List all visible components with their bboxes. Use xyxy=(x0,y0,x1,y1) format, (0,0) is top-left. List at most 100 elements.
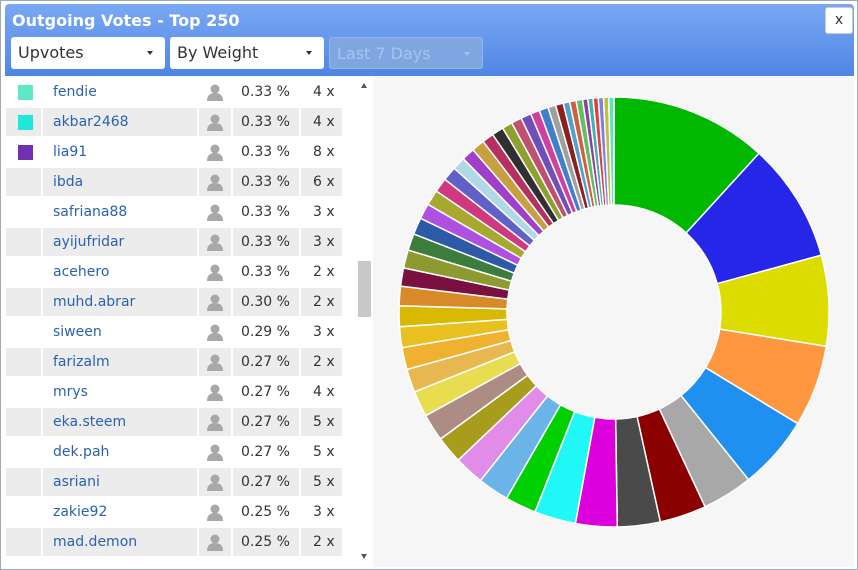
swatch-cell xyxy=(6,288,41,316)
user-icon-body xyxy=(207,183,223,191)
user-icon-cell xyxy=(199,438,231,466)
voter-row[interactable]: eka.steem 0.27 % 5 x xyxy=(6,407,342,437)
voter-list: fendie 0.33 % 4 x akbar2468 0.33 % 4 x lia91 0.… xyxy=(6,77,356,567)
vote-count: 5 x xyxy=(301,468,342,496)
voter-row[interactable]: ibda 0.33 % 6 x xyxy=(6,167,342,197)
vote-percent: 0.27 % xyxy=(241,384,290,400)
voter-name: acehero xyxy=(53,264,110,280)
voter-row[interactable]: ayijufridar 0.33 % 3 x xyxy=(6,227,342,257)
user-icon xyxy=(207,294,223,311)
user-icon xyxy=(207,204,223,221)
vote-count: 5 x xyxy=(301,408,342,436)
voter-row[interactable]: dek.pah 0.27 % 5 x xyxy=(6,437,342,467)
user-icon xyxy=(207,444,223,461)
user-icon-head xyxy=(210,234,220,244)
voter-row[interactable]: zakie92 0.25 % 3 x xyxy=(6,497,342,527)
vote-count: 2 x xyxy=(301,348,342,376)
color-swatch xyxy=(18,145,33,160)
user-icon-body xyxy=(207,303,223,311)
user-icon xyxy=(207,144,223,161)
user-icon-head xyxy=(210,414,220,424)
vote-count: 6 x xyxy=(301,168,342,196)
close-button[interactable]: x xyxy=(825,7,853,34)
voter-name: asriani xyxy=(43,468,197,496)
user-icon-head xyxy=(210,264,220,274)
voter-name: farizalm xyxy=(43,348,197,376)
voter-row[interactable]: akbar2468 0.33 % 4 x xyxy=(6,107,342,137)
user-icon xyxy=(207,354,223,371)
user-icon-body xyxy=(207,483,223,491)
user-icon-head xyxy=(210,444,220,454)
user-icon xyxy=(207,234,223,251)
user-icon-cell xyxy=(199,528,231,556)
color-swatch xyxy=(18,85,33,100)
vote-percent: 0.33 % xyxy=(241,264,290,280)
user-icon-head xyxy=(210,324,220,334)
user-icon xyxy=(207,324,223,341)
voter-name: siween xyxy=(53,324,102,340)
vote-count: 3 x xyxy=(301,228,342,256)
user-icon-body xyxy=(207,153,223,161)
vote-percent: 0.27 % xyxy=(233,408,299,436)
swatch-cell xyxy=(6,438,41,466)
scroll-thumb[interactable] xyxy=(358,261,371,317)
voter-name: eka.steem xyxy=(43,408,197,436)
vote-count: 4 x xyxy=(313,384,335,400)
voter-name: dek.pah xyxy=(53,444,110,460)
vote-type-select[interactable]: Upvotes xyxy=(11,37,165,69)
voter-row[interactable]: fendie 0.33 % 4 x xyxy=(6,77,342,107)
header: Outgoing Votes - Top 250 x Upvotes By We… xyxy=(5,4,854,76)
scroll-arrows xyxy=(361,83,367,559)
color-swatch xyxy=(18,115,33,130)
vote-count: 3 x xyxy=(313,204,335,220)
vote-percent: 0.33 % xyxy=(233,228,299,256)
vote-count: 4 x xyxy=(301,108,342,136)
swatch-cell xyxy=(6,318,41,346)
scrollbar[interactable] xyxy=(356,77,372,567)
sort-select[interactable]: By Weight xyxy=(170,37,324,69)
vote-percent: 0.33 % xyxy=(233,168,299,196)
swatch-cell xyxy=(6,348,41,376)
swatch-cell xyxy=(6,198,41,226)
user-icon-cell xyxy=(199,498,231,526)
voter-row[interactable]: mad.demon 0.25 % 2 x xyxy=(6,527,342,557)
user-icon-head xyxy=(210,144,220,154)
swatch-cell xyxy=(6,228,41,256)
user-icon-cell xyxy=(199,468,231,496)
user-icon-cell xyxy=(199,198,231,226)
voter-row[interactable]: asriani 0.27 % 5 x xyxy=(6,467,342,497)
voter-row[interactable]: acehero 0.33 % 2 x xyxy=(6,257,342,287)
vote-count: 8 x xyxy=(313,144,335,160)
voter-name: ibda xyxy=(43,168,197,196)
voter-row[interactable]: mrys 0.27 % 4 x xyxy=(6,377,342,407)
vote-count: 4 x xyxy=(313,84,335,100)
swatch-cell xyxy=(6,468,41,496)
voter-row[interactable]: lia91 0.33 % 8 x xyxy=(6,137,342,167)
donut-slice xyxy=(607,96,615,206)
vote-percent: 0.27 % xyxy=(241,444,290,460)
user-icon-head xyxy=(210,204,220,214)
voter-name: mad.demon xyxy=(43,528,197,556)
window-title: Outgoing Votes - Top 250 xyxy=(12,11,240,30)
vote-count: 3 x xyxy=(313,504,335,520)
voter-name: safriana88 xyxy=(53,204,128,220)
user-icon-cell xyxy=(199,348,231,376)
voter-row[interactable]: farizalm 0.27 % 2 x xyxy=(6,347,342,377)
user-icon-head xyxy=(210,354,220,364)
period-select: Last 7 Days xyxy=(329,37,483,69)
user-icon-head xyxy=(210,294,220,304)
vote-count: 5 x xyxy=(313,444,335,460)
voter-row[interactable]: siween 0.29 % 3 x xyxy=(6,317,342,347)
user-icon-cell xyxy=(199,78,231,106)
voter-row[interactable]: safriana88 0.33 % 3 x xyxy=(6,197,342,227)
voter-row[interactable]: muhd.abrar 0.30 % 2 x xyxy=(6,287,342,317)
user-icon-body xyxy=(207,453,223,461)
vote-percent: 0.33 % xyxy=(241,204,290,220)
user-icon xyxy=(207,474,223,491)
swatch-cell xyxy=(6,258,41,286)
user-icon-body xyxy=(207,393,223,401)
vote-percent: 0.25 % xyxy=(241,504,290,520)
user-icon-body xyxy=(207,213,223,221)
voter-name: lia91 xyxy=(53,144,88,160)
user-icon-cell xyxy=(199,258,231,286)
